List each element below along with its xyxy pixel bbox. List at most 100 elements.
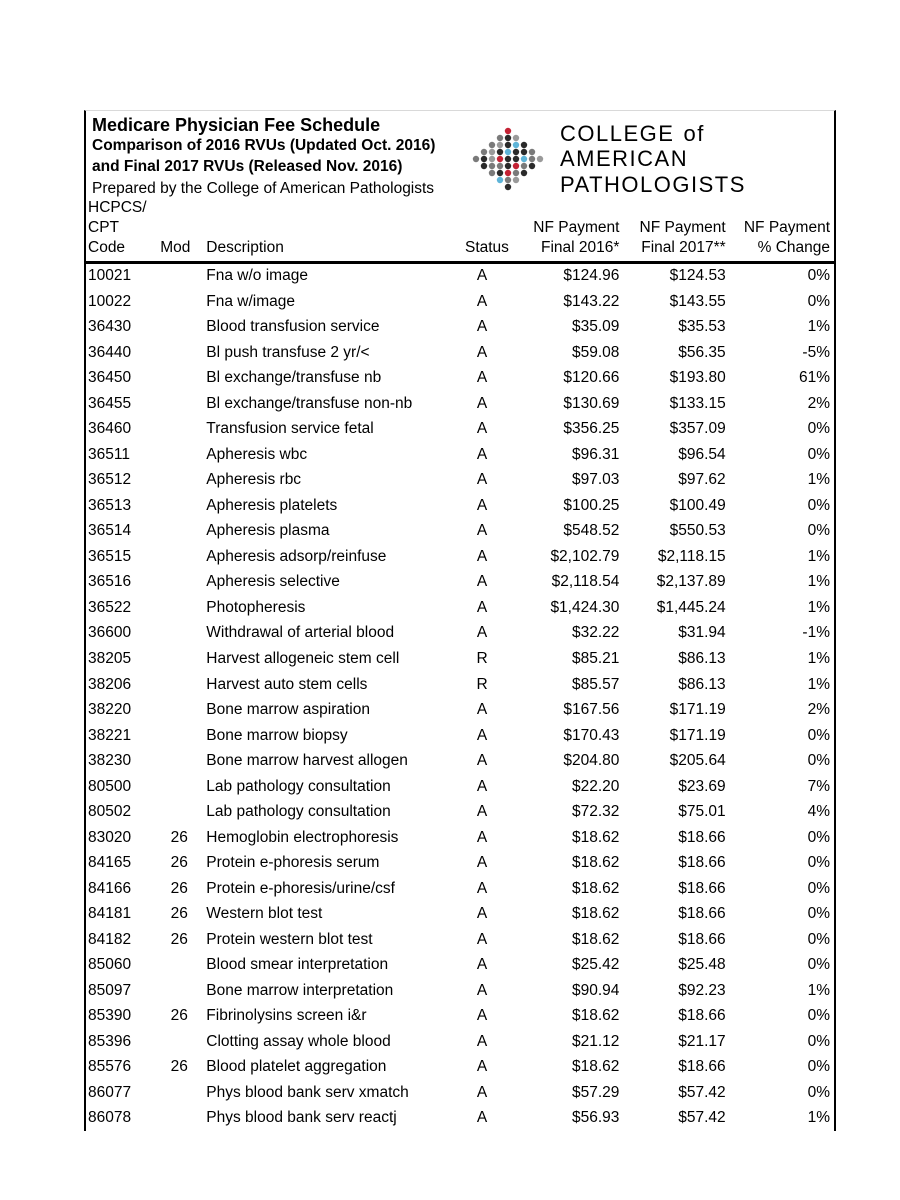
table-row: 8416626Protein e-phoresis/urine/csfA$18.… xyxy=(86,876,834,902)
col-nf-2017-l1: NF Payment xyxy=(640,219,726,236)
cell-status: A xyxy=(461,366,517,392)
prepared-by: Prepared by the College of American Path… xyxy=(92,180,462,198)
cell-desc: Harvest auto stem cells xyxy=(202,672,461,698)
cell-mod xyxy=(156,953,202,979)
fee-schedule-table: HCPCS/ CPT Code Mod Description Status N… xyxy=(86,198,834,1132)
cell-mod xyxy=(156,1029,202,1055)
col-cpt-code-l1: HCPCS/ xyxy=(88,199,147,216)
cell-code: 38221 xyxy=(86,723,156,749)
cell-code: 84166 xyxy=(86,876,156,902)
cell-desc: Blood platelet aggregation xyxy=(202,1055,461,1081)
cell-code: 36600 xyxy=(86,621,156,647)
cell-pct-change: 1% xyxy=(730,647,834,673)
table-row: 85097Bone marrow interpretationA$90.94$9… xyxy=(86,978,834,1004)
cell-nf-2017: $124.53 xyxy=(623,262,729,289)
cell-desc: Withdrawal of arterial blood xyxy=(202,621,461,647)
cell-status: A xyxy=(461,262,517,289)
cell-desc: Clotting assay whole blood xyxy=(202,1029,461,1055)
cell-desc: Phys blood bank serv reactj xyxy=(202,1106,461,1132)
cell-nf-2017: $97.62 xyxy=(623,468,729,494)
cell-status: A xyxy=(461,851,517,877)
cell-nf-2016: $25.42 xyxy=(517,953,623,979)
cell-code: 85576 xyxy=(86,1055,156,1081)
cell-nf-2017: $171.19 xyxy=(623,698,729,724)
col-status: Status xyxy=(461,198,517,263)
cell-code: 36455 xyxy=(86,392,156,418)
cell-code: 83020 xyxy=(86,825,156,851)
cell-pct-change: 0% xyxy=(730,825,834,851)
cell-status: A xyxy=(461,825,517,851)
col-cpt-code: HCPCS/ CPT Code xyxy=(86,198,156,263)
cell-mod xyxy=(156,596,202,622)
cell-code: 38206 xyxy=(86,672,156,698)
col-nf-2017-l2: Final 2017** xyxy=(641,239,725,256)
cell-pct-change: 0% xyxy=(730,1080,834,1106)
table-row: 36455Bl exchange/transfuse non-nbA$130.6… xyxy=(86,392,834,418)
col-pct-change: NF Payment % Change xyxy=(730,198,834,263)
cell-mod: 26 xyxy=(156,1004,202,1030)
cell-nf-2016: $35.09 xyxy=(517,315,623,341)
cell-desc: Apheresis selective xyxy=(202,570,461,596)
cell-pct-change: 4% xyxy=(730,800,834,826)
cell-nf-2016: $59.08 xyxy=(517,341,623,367)
table-row: 10021Fna w/o imageA$124.96$124.530% xyxy=(86,262,834,289)
cell-nf-2016: $90.94 xyxy=(517,978,623,1004)
cell-desc: Protein western blot test xyxy=(202,927,461,953)
cell-code: 38205 xyxy=(86,647,156,673)
cell-code: 36516 xyxy=(86,570,156,596)
cell-nf-2017: $2,118.15 xyxy=(623,545,729,571)
org-name: COLLEGE of AMERICAN PATHOLOGISTS xyxy=(560,121,830,197)
cell-desc: Phys blood bank serv xmatch xyxy=(202,1080,461,1106)
cell-nf-2016: $170.43 xyxy=(517,723,623,749)
cell-mod xyxy=(156,392,202,418)
cell-code: 84165 xyxy=(86,851,156,877)
cell-pct-change: 0% xyxy=(730,494,834,520)
cell-nf-2017: $18.66 xyxy=(623,876,729,902)
cell-pct-change: 1% xyxy=(730,545,834,571)
cell-pct-change: 1% xyxy=(730,315,834,341)
cell-code: 10021 xyxy=(86,262,156,289)
cell-desc: Transfusion service fetal xyxy=(202,417,461,443)
cell-code: 85396 xyxy=(86,1029,156,1055)
cell-mod xyxy=(156,519,202,545)
cell-nf-2016: $1,424.30 xyxy=(517,596,623,622)
cell-desc: Apheresis platelets xyxy=(202,494,461,520)
cell-pct-change: 1% xyxy=(730,1106,834,1132)
cell-pct-change: 0% xyxy=(730,417,834,443)
cell-nf-2016: $2,102.79 xyxy=(517,545,623,571)
table-row: 38230Bone marrow harvest allogenA$204.80… xyxy=(86,749,834,775)
col-nf-2016-l2: Final 2016* xyxy=(541,239,619,256)
cell-pct-change: 0% xyxy=(730,1055,834,1081)
cell-pct-change: 0% xyxy=(730,876,834,902)
table-row: 36460Transfusion service fetalA$356.25$3… xyxy=(86,417,834,443)
cell-nf-2016: $204.80 xyxy=(517,749,623,775)
cell-pct-change: 1% xyxy=(730,468,834,494)
cell-mod xyxy=(156,672,202,698)
cell-status: A xyxy=(461,723,517,749)
cell-mod xyxy=(156,774,202,800)
cell-nf-2017: $21.17 xyxy=(623,1029,729,1055)
table-header: HCPCS/ CPT Code Mod Description Status N… xyxy=(86,198,834,263)
cell-pct-change: 1% xyxy=(730,672,834,698)
cell-status: A xyxy=(461,1004,517,1030)
cell-mod xyxy=(156,749,202,775)
cell-nf-2016: $85.57 xyxy=(517,672,623,698)
cell-desc: Apheresis rbc xyxy=(202,468,461,494)
cap-logo-icon xyxy=(462,123,554,195)
cell-status: A xyxy=(461,443,517,469)
cell-nf-2016: $96.31 xyxy=(517,443,623,469)
cell-nf-2017: $57.42 xyxy=(623,1080,729,1106)
table-row: 36515Apheresis adsorp/reinfuseA$2,102.79… xyxy=(86,545,834,571)
cell-mod xyxy=(156,698,202,724)
cell-nf-2016: $72.32 xyxy=(517,800,623,826)
cell-nf-2017: $357.09 xyxy=(623,417,729,443)
header: Medicare Physician Fee Schedule Comparis… xyxy=(86,111,834,198)
header-left: Medicare Physician Fee Schedule Comparis… xyxy=(92,115,462,198)
cell-nf-2017: $57.42 xyxy=(623,1106,729,1132)
cell-nf-2016: $32.22 xyxy=(517,621,623,647)
cell-status: A xyxy=(461,1106,517,1132)
cell-nf-2016: $18.62 xyxy=(517,902,623,928)
cell-desc: Lab pathology consultation xyxy=(202,800,461,826)
cell-status: A xyxy=(461,749,517,775)
cell-nf-2017: $86.13 xyxy=(623,647,729,673)
